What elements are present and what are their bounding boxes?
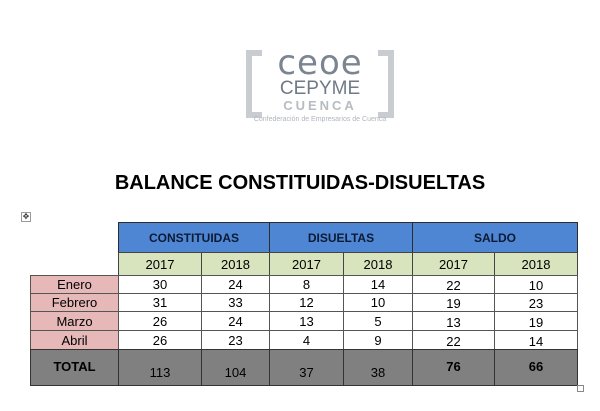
ceoe-cepyme-cuenca-logo: ceoe CEPYME CUENCA Confederación de Empr…	[246, 46, 394, 130]
table-cell: 23	[494, 293, 578, 312]
table-cell: 22	[412, 330, 495, 350]
table-cell: 24	[201, 311, 270, 331]
table-cell: 9	[343, 330, 413, 350]
logo-bracket-right	[378, 50, 394, 118]
table-cell: 8	[269, 275, 344, 294]
logo-cepyme: CEPYME	[279, 78, 361, 99]
row-label-total: TOTAL	[30, 349, 119, 386]
table-cell: 10	[494, 275, 578, 294]
year-header: 2018	[201, 252, 270, 276]
year-header: 2017	[118, 252, 202, 276]
total-cell: 76	[412, 349, 495, 386]
logo-ceoe: ceoe	[277, 43, 363, 83]
year-header: 2017	[269, 252, 344, 276]
total-cell: 38	[343, 349, 413, 386]
table-cell: 19	[412, 293, 495, 312]
table-cell: 31	[118, 293, 202, 312]
table-cell: 13	[269, 311, 344, 331]
logo-cuenca: CUENCA	[283, 98, 357, 113]
table-cell: 22	[412, 275, 495, 294]
row-label-febrero: Febrero	[30, 293, 119, 312]
total-cell: 104	[201, 349, 270, 386]
row-label-marzo: Marzo	[30, 311, 119, 331]
table-move-handle-icon[interactable]: ✥	[21, 212, 31, 222]
table-cell: 30	[118, 275, 202, 294]
table-cell: 10	[343, 293, 413, 312]
table-cell: 26	[118, 311, 202, 331]
table-cell: 4	[269, 330, 344, 350]
table-cell: 14	[494, 330, 578, 350]
row-label-enero: Enero	[30, 275, 119, 294]
row-label-abril: Abril	[30, 330, 119, 350]
group-header-saldo: SALDO	[412, 222, 578, 253]
table-cell: 19	[494, 311, 578, 331]
year-header: 2017	[412, 252, 495, 276]
page-title: BALANCE CONSTITUIDAS-DISUELTAS	[114, 172, 486, 194]
year-header: 2018	[343, 252, 413, 276]
table-cell: 5	[343, 311, 413, 331]
logo-tagline: Confederación de Empresarios de Cuenca	[253, 116, 387, 123]
group-header-disueltas: DISUELTAS	[269, 222, 413, 253]
total-cell: 37	[269, 349, 344, 386]
table-cell: 13	[412, 311, 495, 331]
table-cell: 24	[201, 275, 270, 294]
total-cell: 66	[494, 349, 578, 386]
logo-bracket-left	[246, 50, 262, 118]
year-header: 2018	[494, 252, 578, 276]
group-header-constituidas: CONSTITUIDAS	[118, 222, 270, 253]
table-cell: 23	[201, 330, 270, 350]
total-cell: 113	[118, 349, 202, 386]
table-resize-handle[interactable]	[577, 385, 584, 392]
table-cell: 12	[269, 293, 344, 312]
table-cell: 14	[343, 275, 413, 294]
table-cell: 26	[118, 330, 202, 350]
table-cell: 33	[201, 293, 270, 312]
